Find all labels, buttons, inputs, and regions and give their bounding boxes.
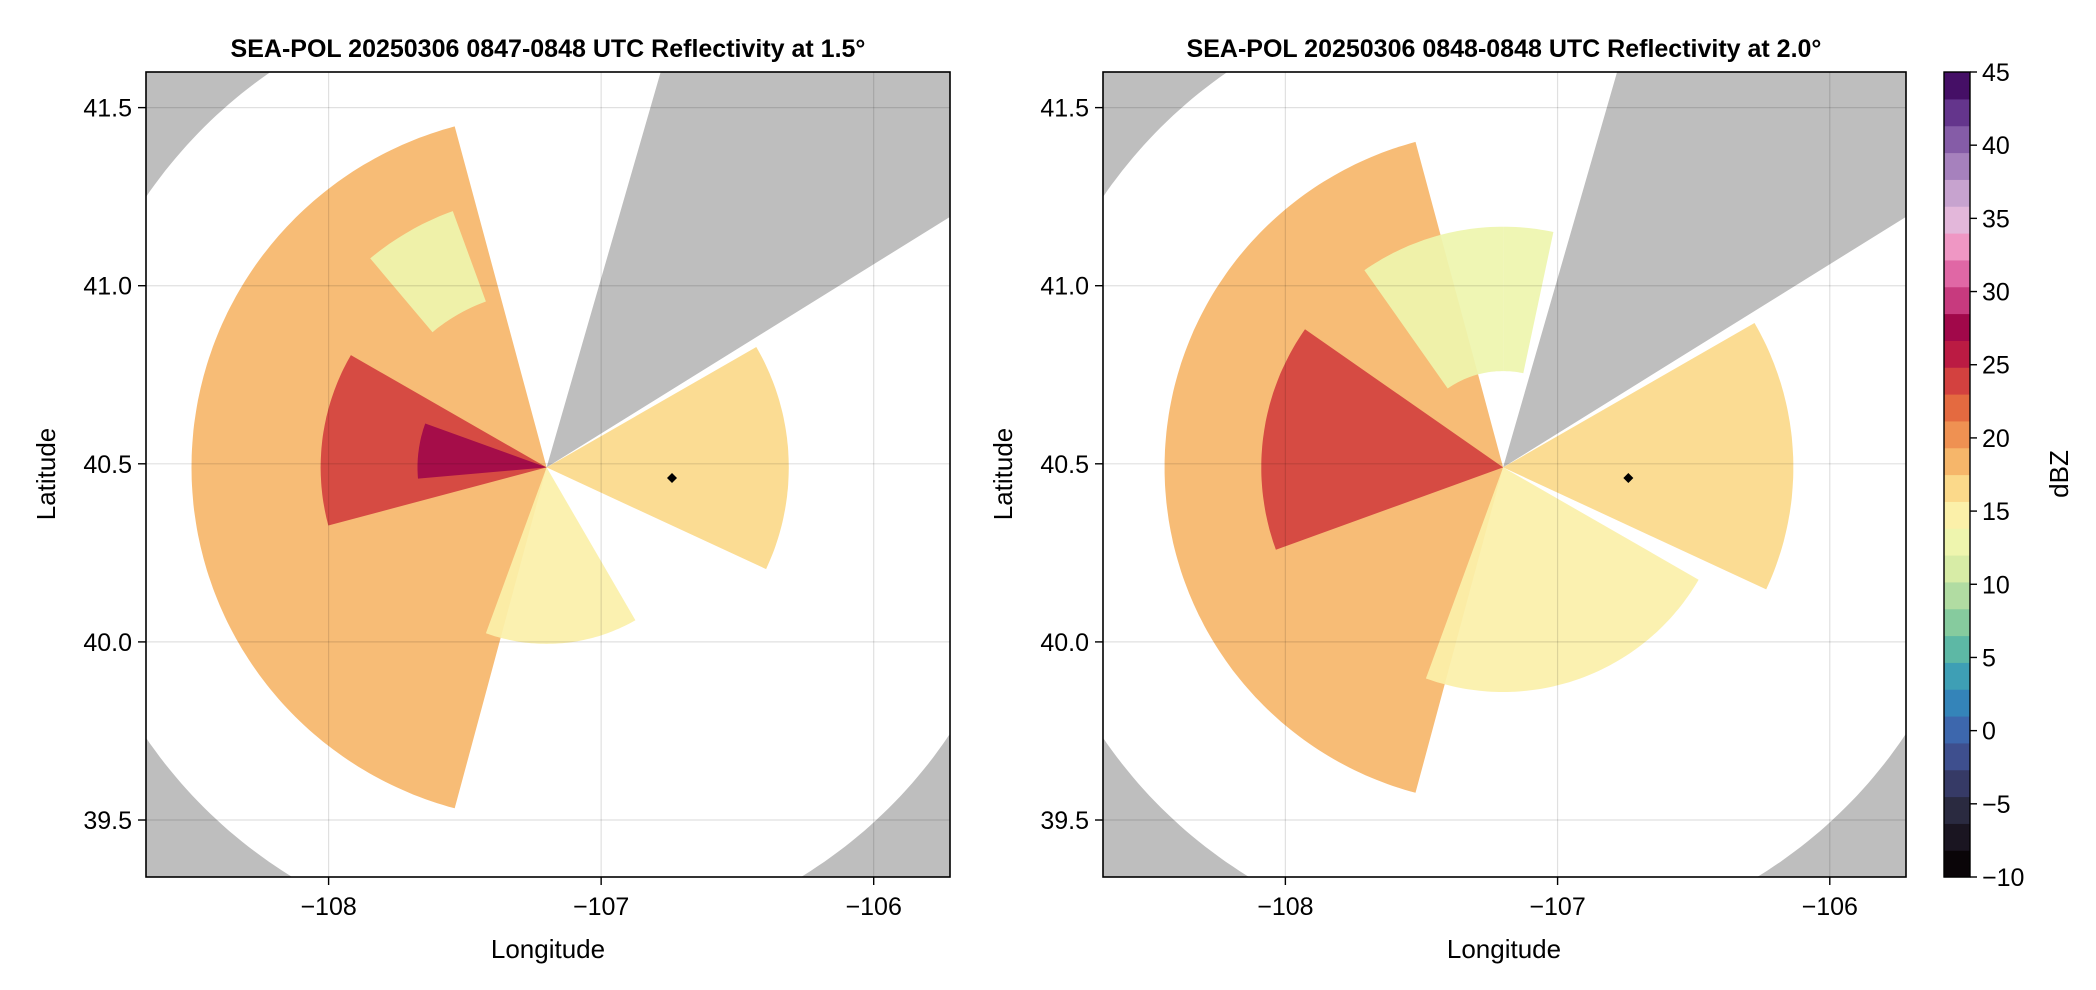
y-tick-label-4: 41.5 xyxy=(1040,95,1089,123)
colorbar-swatch-21 xyxy=(1944,286,1970,315)
colorbar-tick-label-7: 25 xyxy=(1982,352,2010,380)
y-tick-label-3: 41.0 xyxy=(83,273,132,301)
echo-region-3 xyxy=(370,211,486,333)
x-tick-label-2: −106 xyxy=(846,893,902,921)
panel-title: SEA-POL 20250306 0847-0848 UTC Reflectiv… xyxy=(231,35,866,63)
x-tick-label-1: −107 xyxy=(1529,893,1585,921)
x-tick-label-1: −107 xyxy=(573,893,629,921)
y-tick-label-0: 39.5 xyxy=(1040,807,1089,835)
x-tick-label-2: −106 xyxy=(1802,893,1858,921)
colorbar-ticks: −10 −5 0 5 10 15 20 25 30 35 40 45 xyxy=(1970,59,2024,892)
y-tick-label-2: 40.5 xyxy=(1040,451,1089,479)
colorbar-swatch-3 xyxy=(1944,769,1970,798)
colorbar-tick-label-10: 40 xyxy=(1982,132,2010,160)
x-axis-ticks: −108 −107 −106 xyxy=(1257,877,1858,921)
colorbar-swatch-9 xyxy=(1944,608,1970,637)
reflectivity-echoes xyxy=(191,126,789,809)
y-tick-label-4: 41.5 xyxy=(83,95,132,123)
colorbar-swatch-26 xyxy=(1944,152,1970,180)
y-axis-label: Latitude xyxy=(988,428,1018,521)
colorbar-swatch-13 xyxy=(1944,501,1970,529)
colorbar-tick-label-8: 30 xyxy=(1982,279,2010,307)
colorbar-tick-label-9: 35 xyxy=(1982,205,2010,233)
colorbar-swatch-12 xyxy=(1944,528,1970,556)
colorbar-swatch-15 xyxy=(1944,447,1970,476)
colorbar-label: dBZ xyxy=(2044,450,2074,498)
colorbar-swatch-20 xyxy=(1944,313,1970,341)
colorbar-swatch-25 xyxy=(1944,179,1970,207)
colorbar-swatch-22 xyxy=(1944,259,1970,288)
echo-region-4 xyxy=(1425,467,1699,692)
plot-frame xyxy=(1102,71,1907,878)
colorbar: −10 −5 0 5 10 15 20 25 30 35 40 45 dBZ xyxy=(1943,59,2074,892)
colorbar-tick-label-3: 5 xyxy=(1982,644,1996,672)
colorbar-swatch-2 xyxy=(1944,796,1970,824)
colorbar-tick-label-5: 15 xyxy=(1982,498,2010,526)
colorbar-tick-label-6: 20 xyxy=(1982,425,2010,453)
colorbar-swatch-8 xyxy=(1944,635,1970,663)
y-tick-label-1: 40.0 xyxy=(1040,629,1089,657)
y-tick-label-3: 41.0 xyxy=(1040,273,1089,301)
echo-region-3 xyxy=(1503,226,1554,374)
colorbar-swatch-23 xyxy=(1944,233,1970,261)
colorbar-tick-label-11: 45 xyxy=(1982,59,2010,87)
panel-title: SEA-POL 20250306 0848-0848 UTC Reflectiv… xyxy=(1187,35,1822,63)
site-marker xyxy=(1623,473,1634,484)
colorbar-swatch-24 xyxy=(1944,206,1970,234)
grid-lines xyxy=(146,72,950,877)
echo-region-2 xyxy=(417,423,547,479)
colorbar-swatch-27 xyxy=(1944,125,1970,154)
colorbar-swatch-0 xyxy=(1944,850,1970,878)
y-tick-label-2: 40.5 xyxy=(83,451,132,479)
colorbar-swatch-18 xyxy=(1944,367,1970,395)
colorbar-swatch-14 xyxy=(1944,474,1970,502)
colorbar-tick-label-1: −5 xyxy=(1982,791,2011,819)
colorbar-swatch-7 xyxy=(1944,662,1970,690)
grid-lines xyxy=(1103,72,1906,877)
plot-frame xyxy=(145,71,951,878)
reflectivity-echoes xyxy=(1164,141,1794,793)
y-tick-label-1: 40.0 xyxy=(83,629,132,657)
colorbar-swatch-4 xyxy=(1944,742,1970,771)
x-tick-label-0: −108 xyxy=(300,893,356,921)
right-radar-panel: SEA-POL 20250306 0848-0848 UTC Reflectiv… xyxy=(988,35,1907,964)
site-marker xyxy=(667,473,678,484)
echo-region-2 xyxy=(1364,226,1504,389)
left-radar-panel: SEA-POL 20250306 0847-0848 UTC Reflectiv… xyxy=(31,35,951,964)
colorbar-swatch-5 xyxy=(1944,716,1970,744)
echo-region-4 xyxy=(485,467,636,644)
colorbar-swatch-28 xyxy=(1944,98,1970,127)
x-axis-label: Longitude xyxy=(1447,934,1561,964)
echo-region-1 xyxy=(1261,329,1504,550)
x-axis-ticks: −108 −107 −106 xyxy=(300,877,902,921)
colorbar-swatch-19 xyxy=(1944,340,1970,368)
echo-region-5 xyxy=(1503,323,1794,590)
colorbar-swatches xyxy=(1944,72,1970,878)
colorbar-swatch-17 xyxy=(1944,394,1970,422)
y-tick-label-0: 39.5 xyxy=(83,807,132,835)
x-axis-label: Longitude xyxy=(491,934,605,964)
colorbar-tick-label-0: −10 xyxy=(1982,864,2024,892)
y-axis-ticks: 39.5 40.0 40.5 41.0 41.5 xyxy=(1040,95,1103,835)
y-axis-label: Latitude xyxy=(31,428,61,521)
x-tick-label-0: −108 xyxy=(1257,893,1313,921)
colorbar-tick-label-4: 10 xyxy=(1982,571,2010,599)
colorbar-swatch-1 xyxy=(1944,823,1970,851)
colorbar-frame xyxy=(1943,71,1971,878)
colorbar-tick-label-2: 0 xyxy=(1982,718,1996,746)
colorbar-swatch-6 xyxy=(1944,689,1970,717)
y-axis-ticks: 39.5 40.0 40.5 41.0 41.5 xyxy=(83,95,146,835)
colorbar-swatch-10 xyxy=(1944,581,1970,610)
echo-region-5 xyxy=(546,347,789,570)
colorbar-swatch-11 xyxy=(1944,555,1970,583)
colorbar-swatch-29 xyxy=(1944,72,1970,100)
colorbar-swatch-16 xyxy=(1944,420,1970,449)
